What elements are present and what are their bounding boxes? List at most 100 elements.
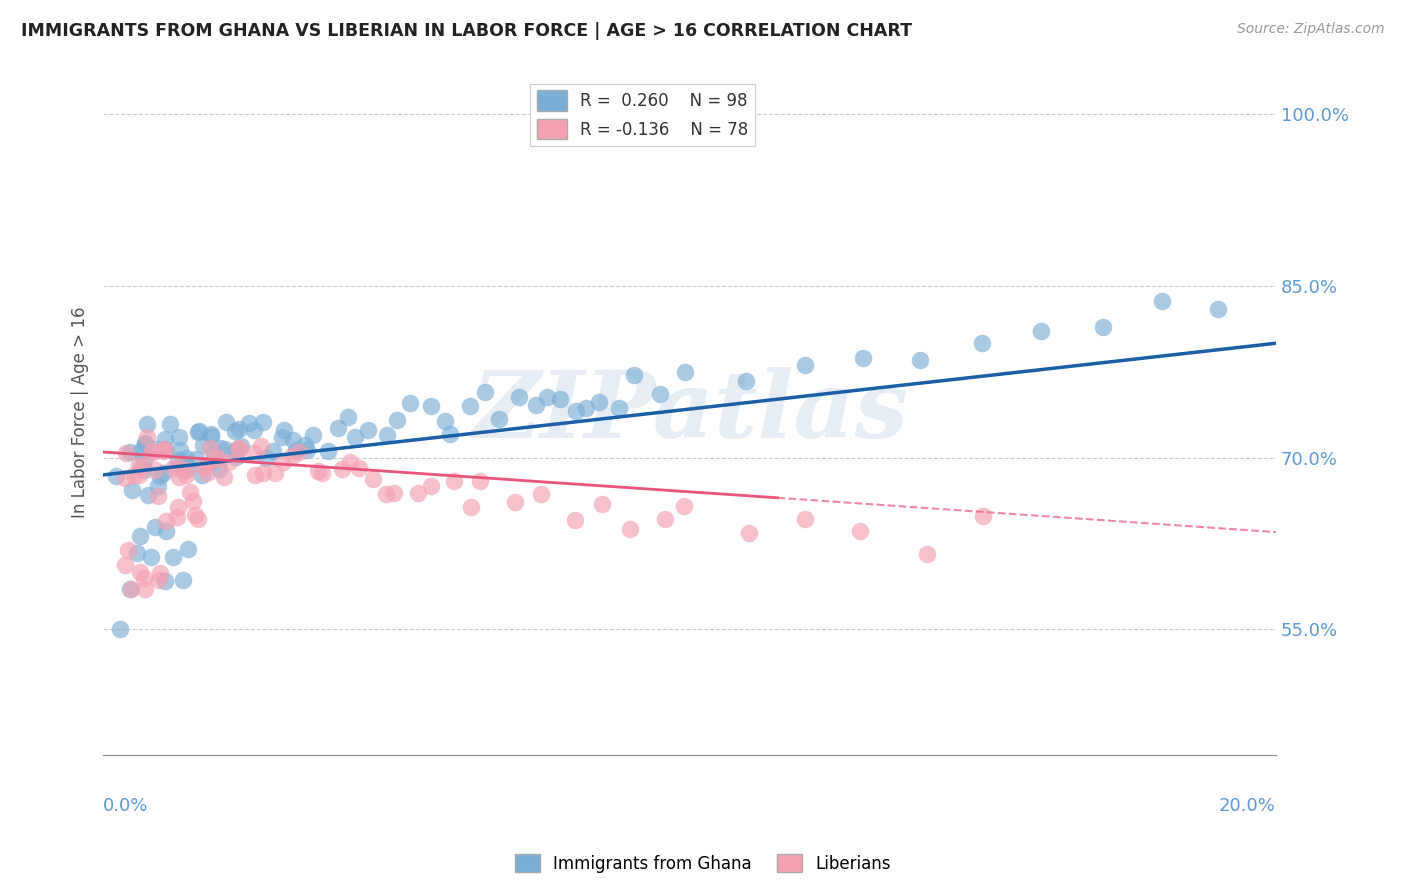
Point xyxy=(205,450,228,465)
Point xyxy=(184,508,207,523)
Point xyxy=(153,442,176,456)
Point xyxy=(167,452,190,467)
Point xyxy=(173,463,195,477)
Point xyxy=(654,512,676,526)
Point xyxy=(460,500,482,514)
Point xyxy=(167,430,190,444)
Point xyxy=(207,453,229,467)
Point xyxy=(155,524,177,538)
Point xyxy=(128,566,150,580)
Point xyxy=(1092,319,1115,334)
Point xyxy=(152,442,174,457)
Point xyxy=(118,445,141,459)
Point xyxy=(530,487,553,501)
Point xyxy=(139,550,162,565)
Point xyxy=(673,365,696,379)
Point xyxy=(200,426,222,441)
Point xyxy=(330,462,353,476)
Point xyxy=(195,467,218,481)
Point xyxy=(793,511,815,525)
Point xyxy=(208,462,231,476)
Point xyxy=(1152,293,1174,308)
Point xyxy=(228,442,250,456)
Text: Source: ZipAtlas.com: Source: ZipAtlas.com xyxy=(1237,22,1385,37)
Point xyxy=(297,442,319,457)
Point xyxy=(177,460,200,475)
Point xyxy=(915,547,938,561)
Point xyxy=(508,390,530,404)
Point xyxy=(970,335,993,350)
Point xyxy=(564,513,586,527)
Point xyxy=(174,468,197,483)
Legend: R =  0.260    N = 98, R = -0.136    N = 78: R = 0.260 N = 98, R = -0.136 N = 78 xyxy=(530,84,755,146)
Point xyxy=(443,474,465,488)
Point xyxy=(294,438,316,452)
Point xyxy=(588,395,610,409)
Point xyxy=(243,467,266,482)
Point xyxy=(146,479,169,493)
Point xyxy=(136,430,159,444)
Point xyxy=(134,453,156,467)
Text: 20.0%: 20.0% xyxy=(1219,797,1277,814)
Point xyxy=(149,566,172,580)
Point xyxy=(167,470,190,484)
Point xyxy=(122,468,145,483)
Point xyxy=(201,455,224,469)
Y-axis label: In Labor Force | Age > 16: In Labor Force | Age > 16 xyxy=(72,306,89,517)
Point xyxy=(167,458,190,473)
Point xyxy=(143,519,166,533)
Point xyxy=(316,444,339,458)
Point xyxy=(176,450,198,465)
Point xyxy=(270,429,292,443)
Point xyxy=(177,542,200,557)
Point xyxy=(337,409,360,424)
Point xyxy=(399,395,422,409)
Point xyxy=(134,436,156,450)
Point xyxy=(187,424,209,438)
Point xyxy=(162,461,184,475)
Point xyxy=(148,573,170,587)
Point xyxy=(169,442,191,457)
Point xyxy=(252,415,274,429)
Point xyxy=(307,464,329,478)
Point xyxy=(179,484,201,499)
Point xyxy=(565,404,588,418)
Point xyxy=(228,442,250,456)
Point xyxy=(202,446,225,460)
Point xyxy=(228,422,250,436)
Point xyxy=(505,495,527,509)
Point xyxy=(186,425,208,440)
Point xyxy=(526,398,548,412)
Point xyxy=(284,443,307,458)
Point xyxy=(166,509,188,524)
Point xyxy=(361,472,384,486)
Point xyxy=(134,437,156,451)
Point xyxy=(152,466,174,480)
Point xyxy=(536,390,558,404)
Text: 0.0%: 0.0% xyxy=(103,797,149,814)
Point xyxy=(434,414,457,428)
Point xyxy=(288,445,311,459)
Point xyxy=(439,427,461,442)
Point xyxy=(143,463,166,477)
Point xyxy=(190,467,212,482)
Point xyxy=(972,509,994,524)
Point xyxy=(1206,302,1229,317)
Point xyxy=(326,421,349,435)
Point xyxy=(129,444,152,458)
Point xyxy=(273,423,295,437)
Point xyxy=(735,374,758,388)
Point xyxy=(281,434,304,448)
Point xyxy=(191,460,214,475)
Point xyxy=(673,499,696,513)
Point xyxy=(339,455,361,469)
Point xyxy=(250,439,273,453)
Point xyxy=(128,458,150,472)
Point xyxy=(406,485,429,500)
Point xyxy=(488,412,510,426)
Point xyxy=(117,542,139,557)
Point xyxy=(187,512,209,526)
Point xyxy=(114,558,136,572)
Point xyxy=(262,443,284,458)
Point xyxy=(474,384,496,399)
